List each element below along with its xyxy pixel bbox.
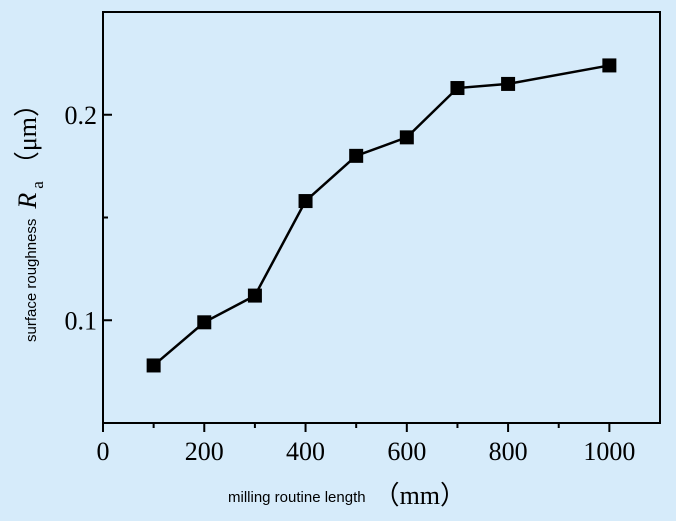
x-axis-title-text: milling routine length <box>228 489 366 506</box>
series-line <box>152 64 610 367</box>
data-point-marker <box>298 194 313 209</box>
data-point-marker <box>146 358 161 373</box>
data-point-marker <box>501 76 516 91</box>
plot-frame <box>102 11 661 424</box>
y-axis-title-text: surface roughness <box>23 219 40 342</box>
data-point-marker <box>399 130 414 145</box>
x-tick-label: 200 <box>185 437 224 466</box>
y-tick-label: 0.1 <box>65 306 98 335</box>
x-tick-label: 600 <box>387 437 426 466</box>
y-axis-symbol: R <box>13 193 42 210</box>
x-axis-unit: （mm） <box>374 481 466 510</box>
data-point-marker <box>602 58 617 73</box>
y-tick-label: 0.2 <box>65 101 98 130</box>
x-tick-label: 1000 <box>583 437 635 466</box>
y-axis-title: surface roughness R a （μm） <box>13 91 47 342</box>
y-ticks: 0.1 0.2 <box>65 11 112 424</box>
x-tick-label: 800 <box>489 437 528 466</box>
data-point-marker <box>450 81 465 96</box>
data-point-marker <box>247 288 262 303</box>
series-layer <box>146 58 617 373</box>
y-axis-subscript: a <box>28 181 47 189</box>
data-point-marker <box>197 315 212 330</box>
x-tick-label: 400 <box>286 437 325 466</box>
data-point-marker <box>349 148 364 163</box>
x-tick-label: 0 <box>97 437 110 466</box>
y-axis-unit: （μm） <box>13 91 42 177</box>
x-axis-title: milling routine length （mm） <box>228 481 466 510</box>
x-ticks: 0 200 400 600 800 1000 <box>97 423 635 466</box>
